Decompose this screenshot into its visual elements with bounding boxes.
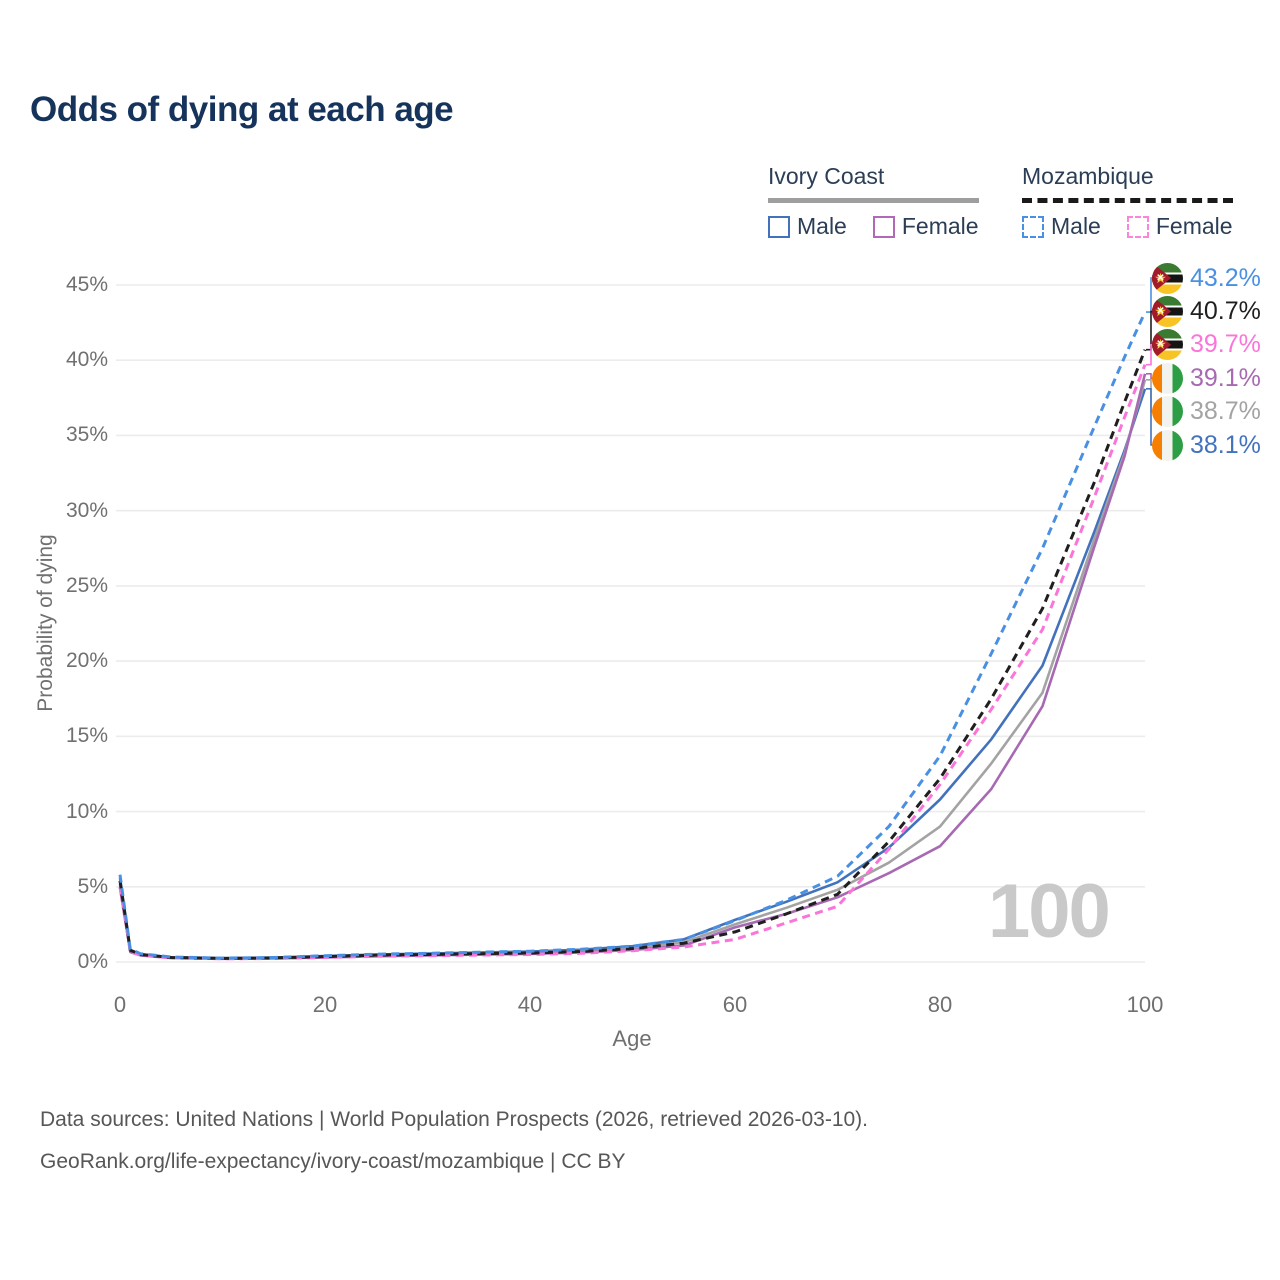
- flag-emblem: ✕: [1156, 272, 1165, 284]
- x-tick-label: 60: [722, 992, 748, 1017]
- y-tick-label: 45%: [65, 273, 108, 296]
- legend-item-ivory-coast-male[interactable]: Male: [768, 213, 847, 240]
- page-title: Odds of dying at each age: [30, 90, 454, 129]
- legend-swatch-mozambique-male[interactable]: [1022, 215, 1044, 238]
- ivory-coast-flag-icon: [1152, 429, 1183, 461]
- flag-star: ★: [1154, 269, 1167, 286]
- y-tick-label: 20%: [65, 649, 108, 673]
- end-label-row[interactable]: 38.1%: [1152, 429, 1261, 461]
- mozambique-flag-icon: ★ ✕: [1152, 329, 1183, 361]
- end-label-value: 43.2%: [1190, 263, 1261, 292]
- legend-label: Female: [1155, 213, 1233, 239]
- flag-emblem: ✕: [1156, 339, 1165, 351]
- ivory-coast-flag-icon: [1152, 362, 1183, 394]
- legend-swatch-ivory-coast-female[interactable]: [872, 215, 895, 238]
- ivory-coast-flag-icon: [1152, 396, 1183, 428]
- end-label-row[interactable]: ★ ✕ 40.7%: [1152, 295, 1261, 327]
- legend-underline-dashed: [1022, 198, 1233, 203]
- legend-item-ivory-coast-female[interactable]: Female: [872, 213, 979, 240]
- legend-item-mozambique-male[interactable]: Male: [1022, 213, 1101, 240]
- x-tick-label: 100: [1126, 992, 1164, 1017]
- legend-swatch-mozambique-female[interactable]: [1126, 215, 1149, 238]
- end-label-row[interactable]: 39.1%: [1152, 362, 1261, 394]
- end-label-value: 39.1%: [1190, 363, 1261, 392]
- mozambique-flag-icon: ★ ✕: [1152, 262, 1183, 294]
- end-label-value: 38.1%: [1190, 430, 1261, 459]
- flag-star: ★: [1154, 336, 1167, 353]
- x-tick-label: 80: [927, 992, 953, 1017]
- y-axis-title: Probability of dying: [34, 534, 57, 712]
- legend-label: Male: [797, 213, 847, 239]
- attribution-link: GeoRank.org/life-expectancy/ivory-coast/…: [40, 1150, 626, 1173]
- legend-group-ivory-coast: Ivory Coast Male Female: [768, 163, 979, 240]
- y-tick-label: 40%: [65, 348, 108, 372]
- legend-item-mozambique-female[interactable]: Female: [1126, 213, 1233, 240]
- y-tick-label: 35%: [65, 423, 108, 447]
- data-sources-note: Data sources: United Nations | World Pop…: [40, 1108, 869, 1131]
- series-line[interactable]: [118, 349, 1147, 960]
- legend-header-mozambique: Mozambique: [1022, 163, 1154, 189]
- legend-label: Female: [901, 213, 979, 239]
- end-label-row[interactable]: ★ ✕ 39.7%: [1152, 329, 1261, 361]
- end-label-value: 39.7%: [1190, 330, 1261, 359]
- age-watermark: 100: [988, 869, 1111, 954]
- y-tick-label: 30%: [65, 498, 108, 522]
- end-label-row[interactable]: 38.7%: [1152, 396, 1261, 428]
- end-label-row[interactable]: ★ ✕ 43.2%: [1152, 262, 1261, 294]
- legend-group-mozambique: Mozambique Male Female: [1022, 163, 1233, 240]
- y-tick-label: 0%: [77, 950, 108, 973]
- flag-emblem: ✕: [1156, 305, 1165, 317]
- end-label-value: 40.7%: [1190, 296, 1261, 325]
- flag-star: ★: [1154, 302, 1167, 319]
- series-line[interactable]: [118, 311, 1147, 960]
- y-tick-label: 25%: [65, 573, 108, 597]
- x-tick-label: 0: [113, 992, 127, 1017]
- y-tick-label: 10%: [65, 799, 108, 823]
- x-tick-label: 20: [312, 992, 338, 1017]
- legend-swatch-ivory-coast-male[interactable]: [768, 215, 790, 238]
- y-tick-label: 15%: [65, 724, 108, 748]
- mozambique-flag-icon: ★ ✕: [1152, 295, 1183, 327]
- end-label-value: 38.7%: [1190, 397, 1261, 426]
- x-tick-label: 40: [517, 992, 543, 1017]
- x-axis-title: Age: [612, 1026, 652, 1051]
- legend-label: Male: [1051, 213, 1101, 239]
- legend-header-ivory-coast: Ivory Coast: [768, 163, 885, 189]
- legend-underline-solid: [768, 198, 979, 203]
- y-tick-label: 5%: [77, 874, 108, 898]
